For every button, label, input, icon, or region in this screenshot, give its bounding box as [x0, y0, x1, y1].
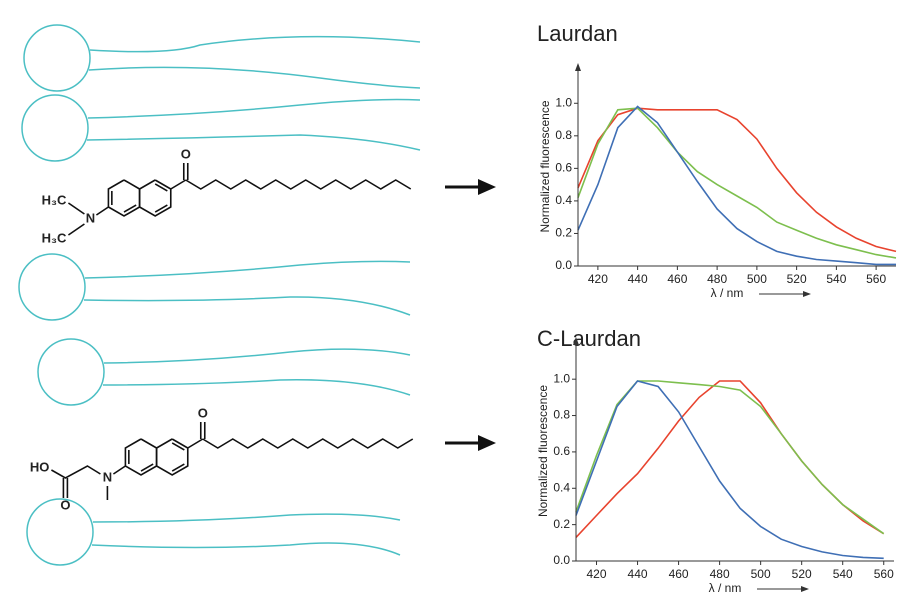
x-tick-label: 520 [792, 567, 812, 581]
x-tick-label: 540 [826, 272, 846, 286]
bond [112, 465, 126, 475]
lipid-tail [86, 134, 421, 151]
double-bond [154, 204, 168, 213]
x-tick-label: 480 [707, 272, 727, 286]
y-tick-label: 0.2 [553, 517, 570, 531]
ring [124, 438, 158, 476]
atom-label: H₃C [42, 192, 67, 207]
x-tick-label: 460 [669, 567, 689, 581]
y-tick-label: 0.8 [555, 128, 572, 142]
y-axis-label: Normalized fluorescence [536, 385, 550, 517]
x-label-arrow-head [803, 291, 811, 297]
line-series [575, 380, 885, 538]
y-tick-label: 1.0 [553, 371, 570, 385]
line-series [577, 105, 896, 266]
x-tick-label: 420 [588, 272, 608, 286]
bond [67, 223, 85, 236]
bond [67, 202, 85, 215]
line-series [575, 380, 885, 535]
y-tick-label: 0.8 [553, 408, 570, 422]
line-series [575, 380, 884, 560]
x-tick-label: 500 [747, 272, 767, 286]
lipid-tail [84, 260, 411, 279]
ring [107, 179, 141, 217]
lipid-tail [89, 35, 421, 53]
atom-label: N [103, 469, 112, 484]
molecules: O N H₃C H₃C O N HO O [30, 146, 414, 512]
x-label-arrow-head [801, 586, 809, 592]
bond [51, 465, 101, 479]
y-tick-label: 0.0 [555, 258, 572, 272]
y-tick-label: 0.6 [553, 444, 570, 458]
y-tick-label: 0.2 [555, 226, 572, 240]
lipid-head [21, 94, 89, 162]
y-tick-label: 0.0 [553, 553, 570, 567]
charts: Laurdan 0.0 0.2 0.4 0.6 0.8 1.0 420 440 460 480 500… [536, 21, 897, 594]
x-tick-label: 420 [587, 567, 607, 581]
x-tick-label: 520 [787, 272, 807, 286]
lipid-tail [103, 348, 411, 364]
x-axis-label: λ / nm [709, 581, 742, 594]
lipid-tail [83, 296, 411, 316]
lipid-head [23, 24, 91, 92]
atom-label: O [60, 497, 70, 512]
lipid-tail [88, 66, 421, 89]
x-tick-label: 460 [667, 272, 687, 286]
y-axis-arrow [573, 337, 579, 345]
double-bond [154, 183, 168, 192]
bond [170, 179, 187, 190]
y-tick-label: 0.6 [555, 161, 572, 175]
y-axis-arrow [575, 63, 581, 71]
lipid-tail [91, 542, 401, 556]
lipid-head [18, 253, 86, 321]
atom-label: N [86, 210, 95, 225]
chart-title: C-Laurdan [537, 326, 641, 351]
arrows [445, 179, 496, 451]
chart-title: Laurdan [537, 21, 618, 46]
double-bond [123, 204, 137, 213]
atom-label: HO [30, 459, 50, 474]
x-tick-label: 500 [751, 567, 771, 581]
bond [95, 206, 109, 216]
chart: Laurdan 0.0 0.2 0.4 0.6 0.8 1.0 420 440 460 480 500… [537, 21, 897, 300]
double-bond [140, 463, 154, 472]
chain [202, 438, 414, 449]
x-tick-label: 540 [833, 567, 853, 581]
lipid-head [37, 338, 105, 406]
atom-label: O [181, 146, 191, 161]
lipid-tail [87, 98, 421, 119]
ring [155, 438, 189, 476]
arrow-head [478, 179, 496, 195]
ring [138, 179, 172, 217]
membrane [18, 24, 421, 566]
x-tick-label: 560 [866, 272, 886, 286]
x-tick-label: 480 [710, 567, 730, 581]
x-axis-label: λ / nm [711, 286, 744, 300]
chain [185, 179, 412, 190]
y-axis-label: Normalized fluorescence [538, 100, 552, 232]
atom-label: O [198, 405, 208, 420]
x-tick-label: 440 [628, 272, 648, 286]
arrow-head [478, 435, 496, 451]
double-bond [171, 442, 185, 451]
x-tick-label: 440 [628, 567, 648, 581]
y-tick-label: 0.4 [553, 480, 570, 494]
line-series [577, 107, 897, 253]
lipid-head [26, 498, 94, 566]
y-tick-label: 0.4 [555, 193, 572, 207]
y-tick-label: 1.0 [555, 95, 572, 109]
lipid-tail [92, 513, 401, 523]
bond [187, 438, 204, 449]
chart: C-Laurdan 0.0 0.2 0.4 0.6 0.8 1.0 420 440 460 480 5… [536, 326, 894, 594]
x-tick-label: 560 [874, 567, 894, 581]
double-bond [171, 463, 185, 472]
lipid-tail [102, 379, 411, 396]
line-series [577, 107, 897, 259]
atom-label: H₃C [42, 230, 67, 245]
